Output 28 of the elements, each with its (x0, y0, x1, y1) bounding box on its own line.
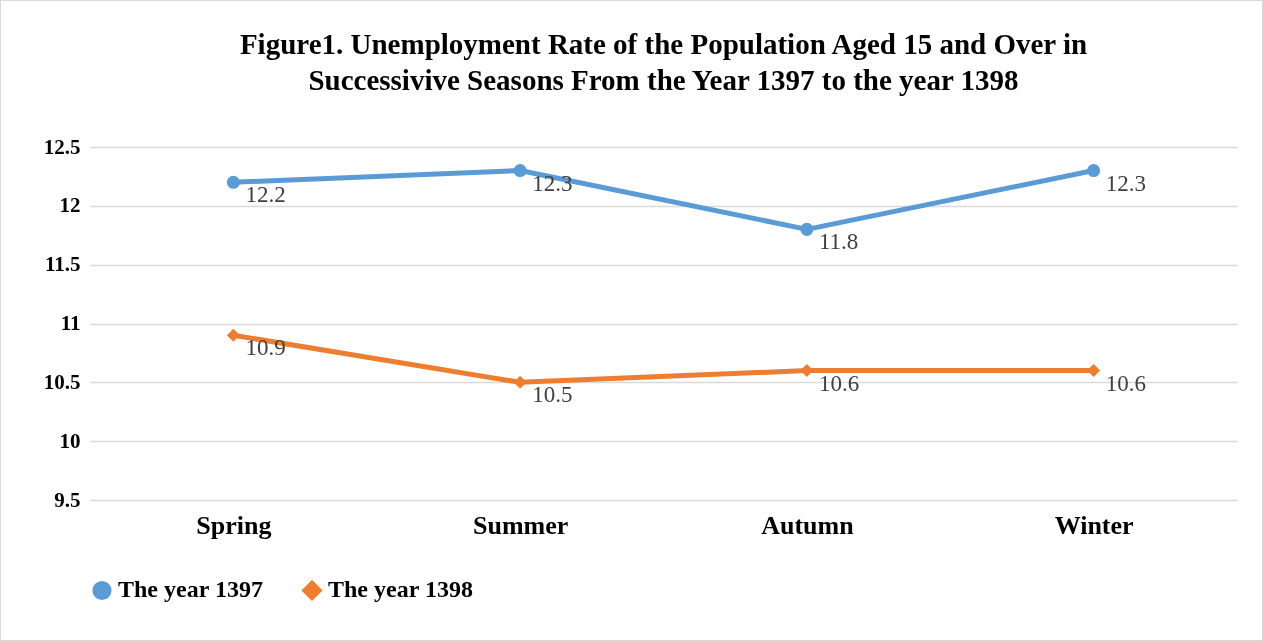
y-tick-label: 12.5 (43, 134, 81, 159)
x-tick-label: Winter (1054, 510, 1134, 540)
point (226, 175, 240, 189)
point (800, 222, 814, 236)
data-label: 12.3 (1105, 170, 1146, 196)
data-label: 10.5 (532, 382, 573, 408)
x-tick-label: Summer (472, 510, 569, 540)
point (1087, 164, 1101, 178)
y-tick-label: 10.5 (43, 369, 81, 394)
legend-label: The year 1397 (118, 576, 263, 603)
y-tick-label: 10 (59, 428, 81, 453)
data-label: 10.6 (1105, 370, 1146, 396)
legend-label: The year 1398 (328, 576, 473, 603)
x-tick-label: Autumn (761, 510, 855, 540)
y-tick-label: 12 (59, 193, 81, 218)
point (1087, 364, 1101, 378)
y-tick-label: 9.5 (54, 487, 81, 512)
data-label: 10.6 (818, 370, 860, 396)
data-label: 11.8 (818, 229, 859, 255)
point (513, 164, 527, 178)
point (513, 375, 527, 389)
chart-title: Figure1. Unemployment Rate of the Population Aged 15 and Over in Successivive Seasons From the Year 1397 to the year 1398 (239, 28, 1088, 96)
y-tick-label: 11.5 (44, 252, 81, 277)
y-tick-label: 11 (60, 311, 81, 335)
data-label: 12.2 (245, 182, 286, 208)
x-tick-label: Spring (196, 510, 272, 540)
data-label: 10.9 (245, 335, 286, 361)
point (226, 328, 240, 342)
